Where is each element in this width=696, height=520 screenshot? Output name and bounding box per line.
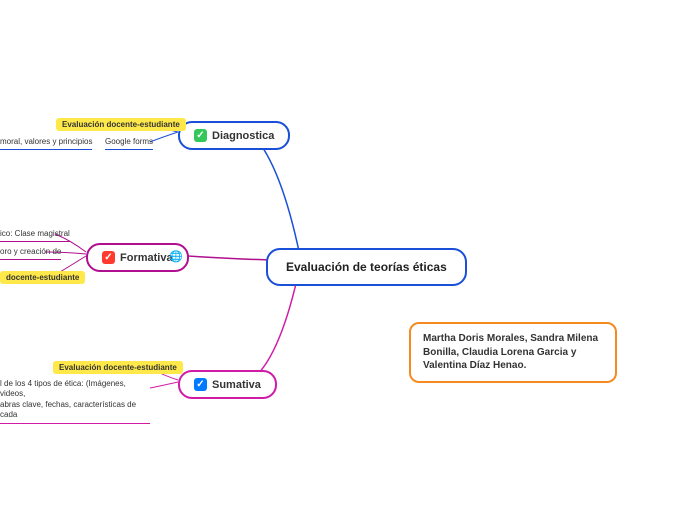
leaf-diag-left: moral, valores y principios xyxy=(0,137,92,150)
form-label: Formativa xyxy=(120,252,173,264)
check-icon: ✓ xyxy=(102,251,115,264)
leaf-diag-right: Google forms xyxy=(105,137,153,150)
badge-form: docente-estudiante xyxy=(0,271,85,284)
author-text: Martha Doris Morales, Sandra Milena Boni… xyxy=(423,333,598,371)
node-diagnostica[interactable]: ✓ Diagnostica xyxy=(178,121,290,150)
check-icon: ✓ xyxy=(194,129,207,142)
badge-sum: Evaluación docente-estudiante xyxy=(53,361,183,374)
diag-label: Diagnostica xyxy=(212,130,274,142)
node-sumativa[interactable]: ✓ Sumativa xyxy=(178,370,277,399)
globe-icon: 🌐 xyxy=(169,250,181,262)
center-node[interactable]: Evaluación de teorías éticas xyxy=(266,248,467,286)
author-node[interactable]: Martha Doris Morales, Sandra Milena Boni… xyxy=(409,322,617,383)
badge-diag: Evaluación docente-estudiante xyxy=(56,118,186,131)
center-label: Evaluación de teorías éticas xyxy=(286,260,447,274)
leaf-form-2: oro y creación de xyxy=(0,247,61,260)
check-icon: ✓ xyxy=(194,378,207,391)
leaf-form-1: ico: Clase magistral xyxy=(0,229,70,242)
leaf-sum-1: l de los 4 tipos de ética: (Imágenes, vi… xyxy=(0,379,150,424)
sum-label: Sumativa xyxy=(212,379,261,391)
